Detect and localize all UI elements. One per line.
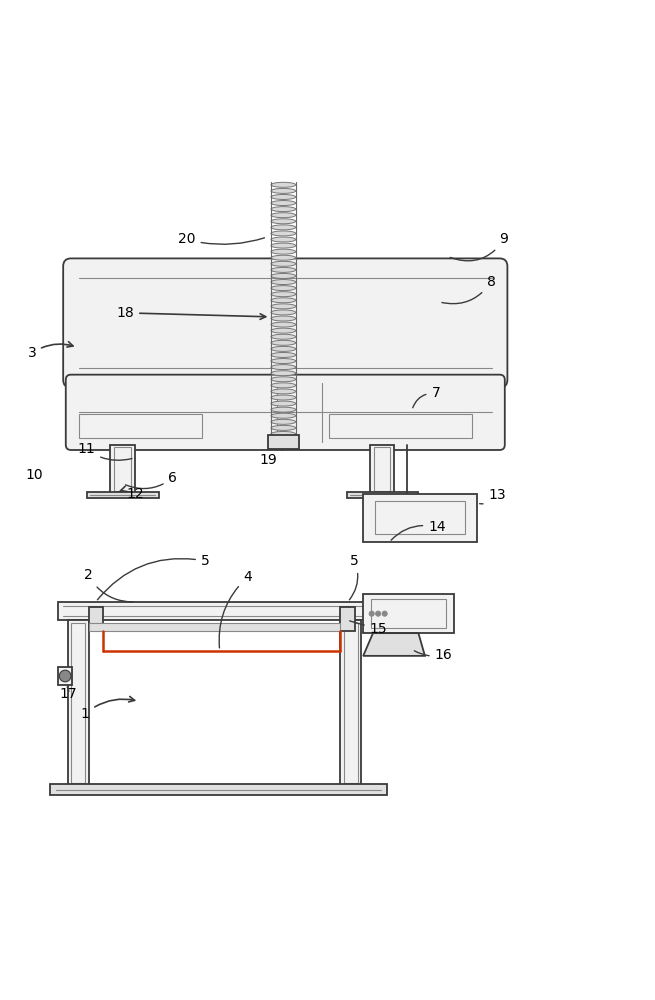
Circle shape bbox=[369, 611, 374, 616]
Bar bbox=[67, 620, 88, 786]
Text: 9: 9 bbox=[450, 232, 508, 261]
Ellipse shape bbox=[271, 425, 295, 430]
Polygon shape bbox=[364, 633, 425, 656]
Text: 19: 19 bbox=[259, 449, 284, 467]
Bar bbox=[364, 494, 477, 542]
Text: 14: 14 bbox=[391, 520, 446, 540]
Bar bbox=[58, 602, 428, 620]
Ellipse shape bbox=[271, 352, 295, 357]
Bar bbox=[364, 594, 454, 633]
Ellipse shape bbox=[271, 377, 295, 382]
Ellipse shape bbox=[271, 280, 295, 285]
Text: 11: 11 bbox=[77, 442, 132, 460]
Bar bbox=[341, 620, 362, 786]
Text: 16: 16 bbox=[415, 648, 453, 662]
Text: 5: 5 bbox=[98, 554, 210, 600]
Ellipse shape bbox=[271, 255, 295, 260]
Ellipse shape bbox=[271, 201, 295, 206]
Ellipse shape bbox=[271, 334, 295, 339]
Ellipse shape bbox=[271, 346, 295, 351]
Text: 2: 2 bbox=[84, 568, 133, 602]
Circle shape bbox=[382, 611, 387, 616]
Ellipse shape bbox=[271, 322, 295, 327]
Ellipse shape bbox=[271, 249, 295, 254]
Bar bbox=[110, 445, 135, 494]
Text: 15: 15 bbox=[350, 621, 387, 636]
Bar bbox=[114, 447, 131, 491]
Ellipse shape bbox=[271, 243, 295, 248]
Ellipse shape bbox=[271, 413, 295, 418]
Bar bbox=[58, 667, 72, 685]
Ellipse shape bbox=[271, 231, 295, 236]
Text: 7: 7 bbox=[413, 386, 440, 408]
Ellipse shape bbox=[271, 395, 295, 400]
Bar bbox=[369, 445, 394, 494]
Bar bbox=[344, 623, 358, 783]
Bar bbox=[268, 435, 299, 449]
Ellipse shape bbox=[271, 219, 295, 224]
Text: 17: 17 bbox=[60, 687, 77, 701]
Ellipse shape bbox=[271, 316, 295, 321]
Bar bbox=[87, 492, 159, 498]
Bar bbox=[371, 599, 446, 628]
Ellipse shape bbox=[271, 407, 295, 412]
Ellipse shape bbox=[271, 340, 295, 345]
Ellipse shape bbox=[271, 213, 295, 218]
FancyBboxPatch shape bbox=[66, 375, 505, 450]
Ellipse shape bbox=[271, 310, 295, 315]
Text: 4: 4 bbox=[219, 570, 252, 648]
Bar bbox=[50, 784, 387, 795]
Text: 13: 13 bbox=[479, 488, 506, 504]
Ellipse shape bbox=[271, 383, 295, 388]
Ellipse shape bbox=[271, 273, 295, 278]
Ellipse shape bbox=[271, 292, 295, 297]
Ellipse shape bbox=[271, 207, 295, 212]
Ellipse shape bbox=[271, 365, 295, 370]
Text: 20: 20 bbox=[178, 232, 265, 246]
Ellipse shape bbox=[271, 419, 295, 424]
Ellipse shape bbox=[271, 267, 295, 272]
Circle shape bbox=[60, 670, 71, 682]
Ellipse shape bbox=[271, 401, 295, 406]
Bar bbox=[88, 623, 341, 631]
Ellipse shape bbox=[271, 359, 295, 364]
Bar bbox=[329, 414, 472, 438]
Text: 12: 12 bbox=[121, 486, 144, 501]
Ellipse shape bbox=[271, 328, 295, 333]
Text: 6: 6 bbox=[126, 471, 178, 489]
Ellipse shape bbox=[271, 194, 295, 199]
Ellipse shape bbox=[271, 304, 295, 309]
Bar bbox=[79, 414, 202, 438]
Ellipse shape bbox=[271, 389, 295, 394]
Ellipse shape bbox=[271, 225, 295, 230]
Text: 8: 8 bbox=[442, 275, 495, 304]
Ellipse shape bbox=[271, 188, 295, 193]
Bar bbox=[347, 492, 419, 498]
Bar bbox=[88, 607, 103, 631]
Text: 5: 5 bbox=[349, 554, 359, 600]
Text: 1: 1 bbox=[81, 696, 135, 721]
Ellipse shape bbox=[271, 286, 295, 291]
Bar bbox=[388, 496, 425, 501]
Text: 3: 3 bbox=[28, 342, 73, 360]
Bar bbox=[373, 447, 390, 491]
FancyBboxPatch shape bbox=[63, 258, 508, 388]
Ellipse shape bbox=[271, 182, 295, 187]
Circle shape bbox=[375, 611, 381, 616]
Ellipse shape bbox=[271, 298, 295, 303]
Text: 10: 10 bbox=[26, 468, 43, 482]
Ellipse shape bbox=[271, 371, 295, 376]
Bar bbox=[341, 607, 355, 631]
Text: 18: 18 bbox=[117, 306, 266, 320]
Bar bbox=[375, 501, 465, 534]
Bar bbox=[71, 623, 85, 783]
Ellipse shape bbox=[271, 237, 295, 242]
Ellipse shape bbox=[271, 261, 295, 266]
Ellipse shape bbox=[271, 431, 295, 436]
